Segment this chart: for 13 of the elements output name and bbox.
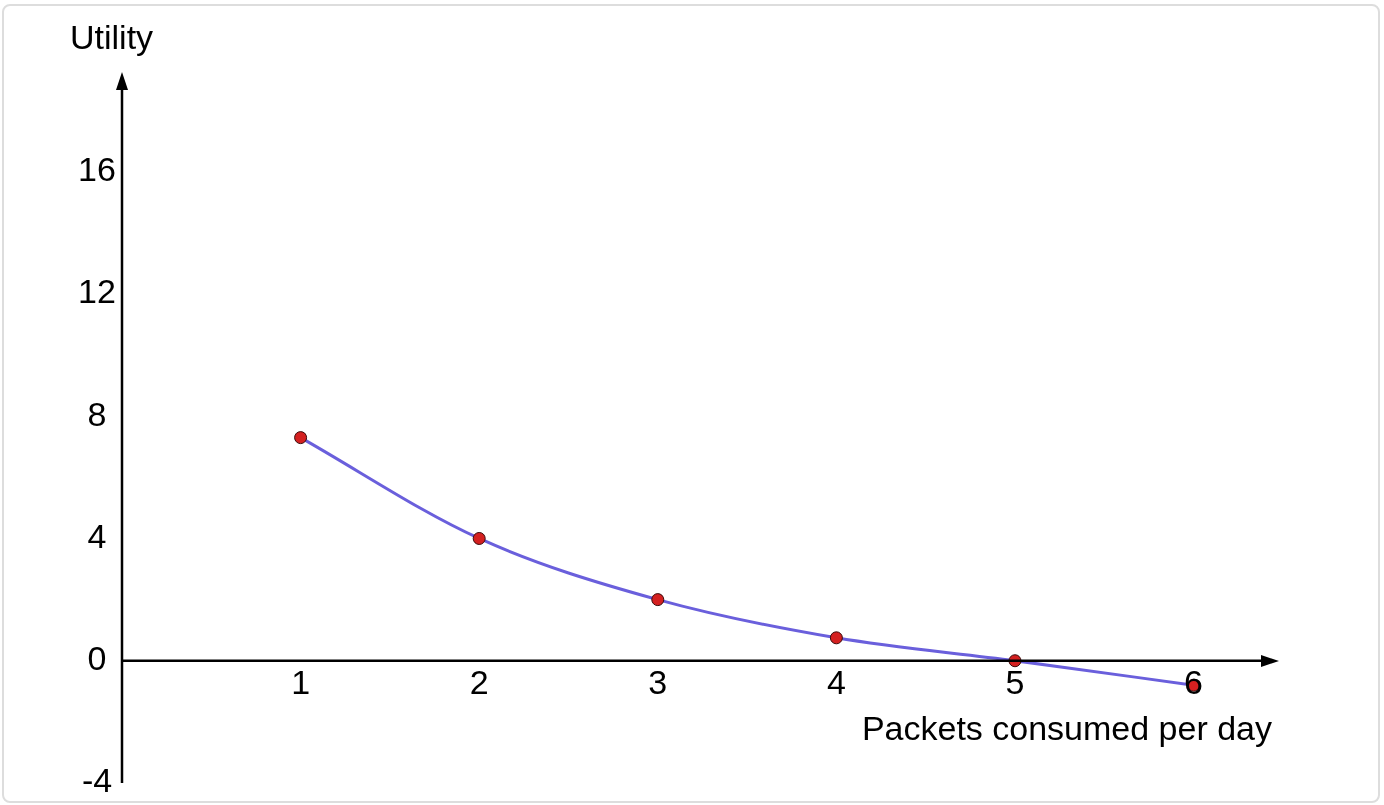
y-tick-label: 4 xyxy=(87,516,107,555)
y-tick-label: 12 xyxy=(78,272,116,311)
x-tick-label: 4 xyxy=(826,663,846,702)
y-tick-label: -4 xyxy=(81,761,113,800)
x-tick-label: 3 xyxy=(648,663,668,702)
y-tick-label: 16 xyxy=(78,150,116,189)
x-tick-label: 1 xyxy=(291,663,311,702)
x-axis-title: Packets consumed per day xyxy=(861,709,1272,748)
y-tick-label: 8 xyxy=(87,394,107,433)
x-tick-label: 2 xyxy=(469,663,489,702)
y-tick-label: 0 xyxy=(87,639,107,678)
y-axis-title: Utility xyxy=(70,18,154,57)
x-tick-label: 5 xyxy=(1005,663,1025,702)
